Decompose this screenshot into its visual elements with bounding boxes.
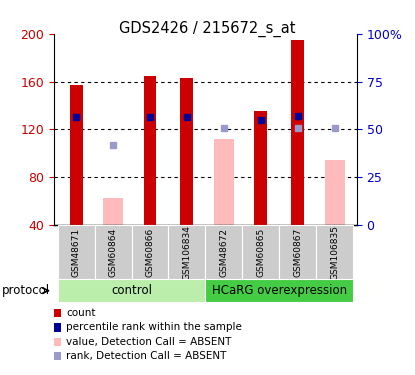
Text: GSM60867: GSM60867 bbox=[293, 228, 302, 277]
Bar bbox=[103, 198, 123, 225]
Text: count: count bbox=[66, 308, 96, 318]
Bar bbox=[291, 40, 304, 225]
Text: control: control bbox=[111, 284, 152, 297]
Text: GSM60866: GSM60866 bbox=[146, 228, 154, 277]
Bar bbox=[95, 225, 132, 279]
Bar bbox=[205, 225, 242, 279]
Bar bbox=[214, 139, 234, 225]
Text: HCaRG overexpression: HCaRG overexpression bbox=[212, 284, 347, 297]
Bar bbox=[205, 279, 353, 302]
Text: GSM106835: GSM106835 bbox=[330, 225, 339, 280]
Bar bbox=[181, 78, 193, 225]
Text: GSM48671: GSM48671 bbox=[72, 228, 81, 277]
Bar bbox=[132, 225, 168, 279]
Bar bbox=[54, 338, 61, 346]
Bar bbox=[279, 225, 316, 279]
Text: GSM48672: GSM48672 bbox=[220, 228, 228, 277]
Bar bbox=[254, 111, 267, 225]
Text: value, Detection Call = ABSENT: value, Detection Call = ABSENT bbox=[66, 337, 232, 346]
Text: GSM60865: GSM60865 bbox=[256, 228, 265, 277]
Text: protocol: protocol bbox=[2, 284, 50, 297]
Text: rank, Detection Call = ABSENT: rank, Detection Call = ABSENT bbox=[66, 351, 227, 361]
Text: GDS2426 / 215672_s_at: GDS2426 / 215672_s_at bbox=[119, 21, 296, 37]
Bar bbox=[168, 225, 205, 279]
Text: GSM106834: GSM106834 bbox=[183, 225, 191, 280]
Bar bbox=[58, 279, 205, 302]
Text: GSM60864: GSM60864 bbox=[109, 228, 117, 277]
Bar bbox=[54, 352, 61, 360]
Bar bbox=[54, 323, 61, 332]
Bar bbox=[54, 309, 61, 317]
Bar bbox=[316, 225, 353, 279]
Text: percentile rank within the sample: percentile rank within the sample bbox=[66, 322, 242, 332]
Bar bbox=[58, 225, 95, 279]
Bar bbox=[325, 160, 345, 225]
Bar bbox=[144, 76, 156, 225]
Bar bbox=[242, 225, 279, 279]
Bar bbox=[70, 85, 83, 225]
